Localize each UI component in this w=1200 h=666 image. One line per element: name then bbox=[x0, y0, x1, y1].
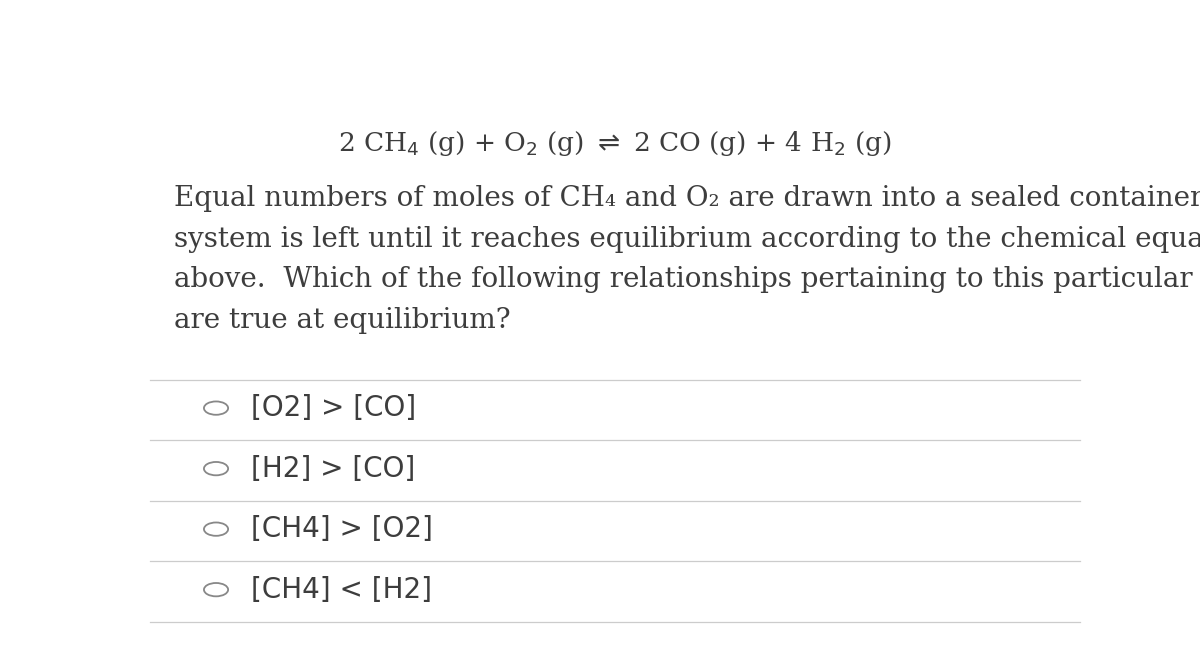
Text: 2 CH$_4$ (g) + O$_2$ (g) $\rightleftharpoons$ 2 CO (g) + 4 H$_2$ (g): 2 CH$_4$ (g) + O$_2$ (g) $\rightleftharp… bbox=[338, 129, 892, 158]
Text: [H2] > [CO]: [H2] > [CO] bbox=[251, 455, 415, 483]
Text: Equal numbers of moles of CH₄ and O₂ are drawn into a sealed container and the
s: Equal numbers of moles of CH₄ and O₂ are… bbox=[174, 185, 1200, 334]
Text: [O2] > [CO]: [O2] > [CO] bbox=[251, 394, 416, 422]
Text: [CH4] < [H2]: [CH4] < [H2] bbox=[251, 575, 432, 603]
Text: [CH4] > [O2]: [CH4] > [O2] bbox=[251, 515, 433, 543]
